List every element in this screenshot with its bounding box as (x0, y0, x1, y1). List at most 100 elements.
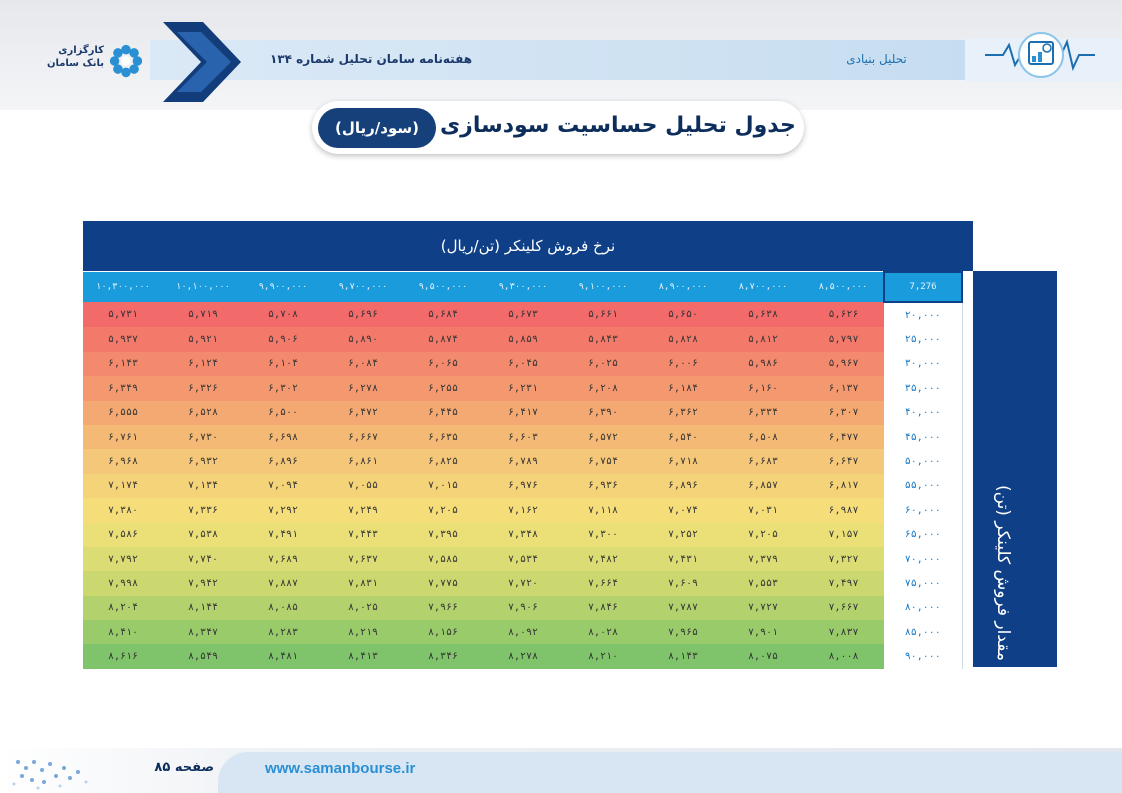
eps-cell: ۸,۵۴۹ (163, 644, 243, 669)
website-link[interactable]: www.samanbourse.ir (265, 760, 416, 777)
table-row: ۶,۹۶۸ ۶,۹۳۲ ۶,۸۹۶ ۶,۸۶۱ ۶,۸۲۵ ۶,۷۸۹ ۶,۷۵۴ ۶,۷۱۸… (83, 449, 963, 474)
eps-cell: ۷,۳۲۷ (803, 546, 884, 572)
eps-cell: ۶,۱۸۴ (643, 376, 723, 401)
eps-cell: ۶,۲۵۵ (403, 376, 483, 401)
eps-cell: ۵,۶۸۴ (403, 302, 483, 328)
price-header-cell: ۱۰,۱۰۰,۰۰۰ (163, 272, 243, 302)
eps-cell: ۷,۳۴۸ (483, 522, 563, 547)
eps-cell: ۷,۸۴۶ (563, 595, 643, 621)
eps-cell: ۶,۹۶۸ (83, 449, 163, 474)
eps-cell: ۷,۸۸۷ (243, 571, 323, 596)
saman-logo-icon (109, 44, 143, 78)
eps-cell: ۶,۵۰۰ (243, 400, 323, 425)
volume-cell: ۶۵,۰۰۰ (884, 522, 963, 547)
page-number-value: ۸۵ (154, 760, 171, 775)
eps-cell: ۷,۴۳۱ (643, 546, 723, 572)
eps-cell: ۶,۰۲۵ (563, 351, 643, 377)
eps-cell: ۸,۴۱۳ (323, 644, 403, 669)
eps-cell: ۶,۹۸۷ (803, 498, 884, 523)
eps-cell: ۷,۶۰۹ (643, 571, 723, 596)
eps-cell: ۷,۳۰۰ (563, 522, 643, 547)
eps-cell: ۷,۱۵۷ (803, 522, 884, 547)
price-axis-title: نرخ فروش کلینکر (تن/ریال) (440, 237, 616, 255)
eps-cell: ۶,۲۳۱ (483, 376, 563, 401)
eps-cell: ۷,۴۸۲ (563, 546, 643, 572)
eps-cell: ۷,۴۹۷ (803, 571, 884, 596)
eps-cell: ۷,۳۳۶ (163, 498, 243, 523)
eps-cell: ۷,۲۴۹ (323, 498, 403, 523)
eps-cell: ۶,۹۳۲ (163, 449, 243, 474)
eps-cell: ۵,۶۹۶ (323, 302, 403, 328)
logo-line2: بانک سامان (46, 58, 104, 69)
chevron-icon (163, 22, 241, 102)
eps-cell: ۶,۳۹۰ (563, 400, 643, 425)
eps-cell: ۸,۲۸۳ (243, 620, 323, 645)
eps-cell: ۷,۷۴۰ (163, 546, 243, 572)
sensitivity-table: نرخ فروش کلینکر (تن/ریال) سود هر سهم سال… (83, 221, 1057, 669)
eps-cell: ۶,۲۷۸ (323, 376, 403, 401)
eps-cell: ۶,۵۰۸ (723, 424, 803, 450)
eps-cell: ۶,۸۶۱ (323, 449, 403, 474)
eps-cell: ۶,۱۰۴ (243, 351, 323, 377)
eps-cell: ۷,۷۲۰ (483, 571, 563, 596)
eps-cell: ۸,۱۴۴ (163, 595, 243, 621)
eps-cell: ۷,۰۱۵ (403, 473, 483, 499)
logo-text: کارگزاری بانک سامان (42, 44, 104, 70)
eps-cell: ۷,۴۴۳ (323, 522, 403, 547)
eps-cell: ۵,۹۰۶ (243, 327, 323, 352)
eps-cell: ۷,۵۵۳ (723, 571, 803, 596)
eps-cell: ۷,۹۴۲ (163, 571, 243, 596)
eps-cell: ۷,۲۵۲ (643, 522, 723, 547)
decorative-dots-icon (12, 760, 88, 790)
eps-cell: ۶,۷۶۱ (83, 424, 163, 450)
eps-cell: ۶,۵۲۸ (163, 400, 243, 425)
eps-cell: ۷,۷۲۷ (723, 595, 803, 621)
eps-cell: ۷,۶۶۷ (803, 595, 884, 621)
eps-cell: ۸,۰۷۵ (723, 644, 803, 669)
eps-cell: ۶,۸۵۷ (723, 473, 803, 499)
price-header-cell: ۸,۷۰۰,۰۰۰ (723, 272, 803, 302)
eps-cell: ۶,۱۶۰ (723, 376, 803, 401)
eps-cell: ۵,۷۱۹ (163, 302, 243, 328)
eps-cell: ۷,۹۰۶ (483, 595, 563, 621)
volume-cell: ۴۵,۰۰۰ (884, 424, 963, 450)
eps-cell: ۷,۱۷۴ (83, 473, 163, 499)
eps-cell: ۵,۸۷۴ (403, 327, 483, 352)
eps-cell: ۸,۲۱۰ (563, 644, 643, 669)
eps-cell: ۶,۷۳۰ (163, 424, 243, 450)
eps-cell: ۶,۶۳۵ (403, 424, 483, 450)
eps-cell: ۷,۱۶۲ (483, 498, 563, 523)
eps-cell: ۶,۴۷۲ (323, 400, 403, 425)
eps-cell: ۸,۰۸۵ (243, 595, 323, 621)
eps-cell: ۷,۲۹۲ (243, 498, 323, 523)
eps-cell: ۶,۵۴۰ (643, 424, 723, 450)
eps-cell: ۷,۵۳۸ (163, 522, 243, 547)
eps-cell: ۷,۱۳۴ (163, 473, 243, 499)
eps-cell: ۵,۹۲۱ (163, 327, 243, 352)
eps-cell: ۵,۷۰۸ (243, 302, 323, 328)
page-number: صفحه ۸۵ (152, 760, 214, 775)
eps-cell: ۸,۱۵۶ (403, 620, 483, 645)
table-row: ۵,۹۳۷ ۵,۹۲۱ ۵,۹۰۶ ۵,۸۹۰ ۵,۸۷۴ ۵,۸۵۹ ۵,۸۴۳ ۵,۸۲۸… (83, 327, 963, 352)
newsletter-title: هفته‌نامه سامان تحلیل شماره ۱۳۴ (270, 52, 473, 66)
price-header-cell: ۹,۵۰۰,۰۰۰ (403, 272, 483, 302)
price-header-cell: ۹,۹۰۰,۰۰۰ (243, 272, 323, 302)
volume-cell: ۴۰,۰۰۰ (884, 400, 963, 425)
eps-cell: ۷,۷۹۲ (83, 546, 163, 572)
eps-cell: ۸,۳۴۷ (163, 620, 243, 645)
eps-cell: ۶,۲۰۸ (563, 376, 643, 401)
volume-cell: ۲۰,۰۰۰ (884, 302, 963, 328)
page-title: جدول تحلیل حساسیت سودسازی (440, 113, 796, 138)
eps-cell: ۶,۳۲۶ (163, 376, 243, 401)
eps-cell: ۷,۰۵۵ (323, 473, 403, 499)
eps-cell: ۸,۴۸۱ (243, 644, 323, 669)
table-row: ۷,۷۹۲ ۷,۷۴۰ ۷,۶۸۹ ۷,۶۳۷ ۷,۵۸۵ ۷,۵۳۴ ۷,۴۸۲ ۷,۴۳۱… (83, 546, 963, 572)
eps-cell: ۶,۰۸۴ (323, 351, 403, 377)
eps-cell: ۷,۶۳۷ (323, 546, 403, 572)
eps-cell: ۷,۸۳۱ (323, 571, 403, 596)
eps-cell: ۶,۸۹۶ (243, 449, 323, 474)
price-header-cell: ۹,۱۰۰,۰۰۰ (563, 272, 643, 302)
eps-cell: ۷,۴۹۱ (243, 522, 323, 547)
volume-cell: ۲۵,۰۰۰ (884, 327, 963, 352)
eps-cell: ۸,۶۱۶ (83, 644, 163, 669)
